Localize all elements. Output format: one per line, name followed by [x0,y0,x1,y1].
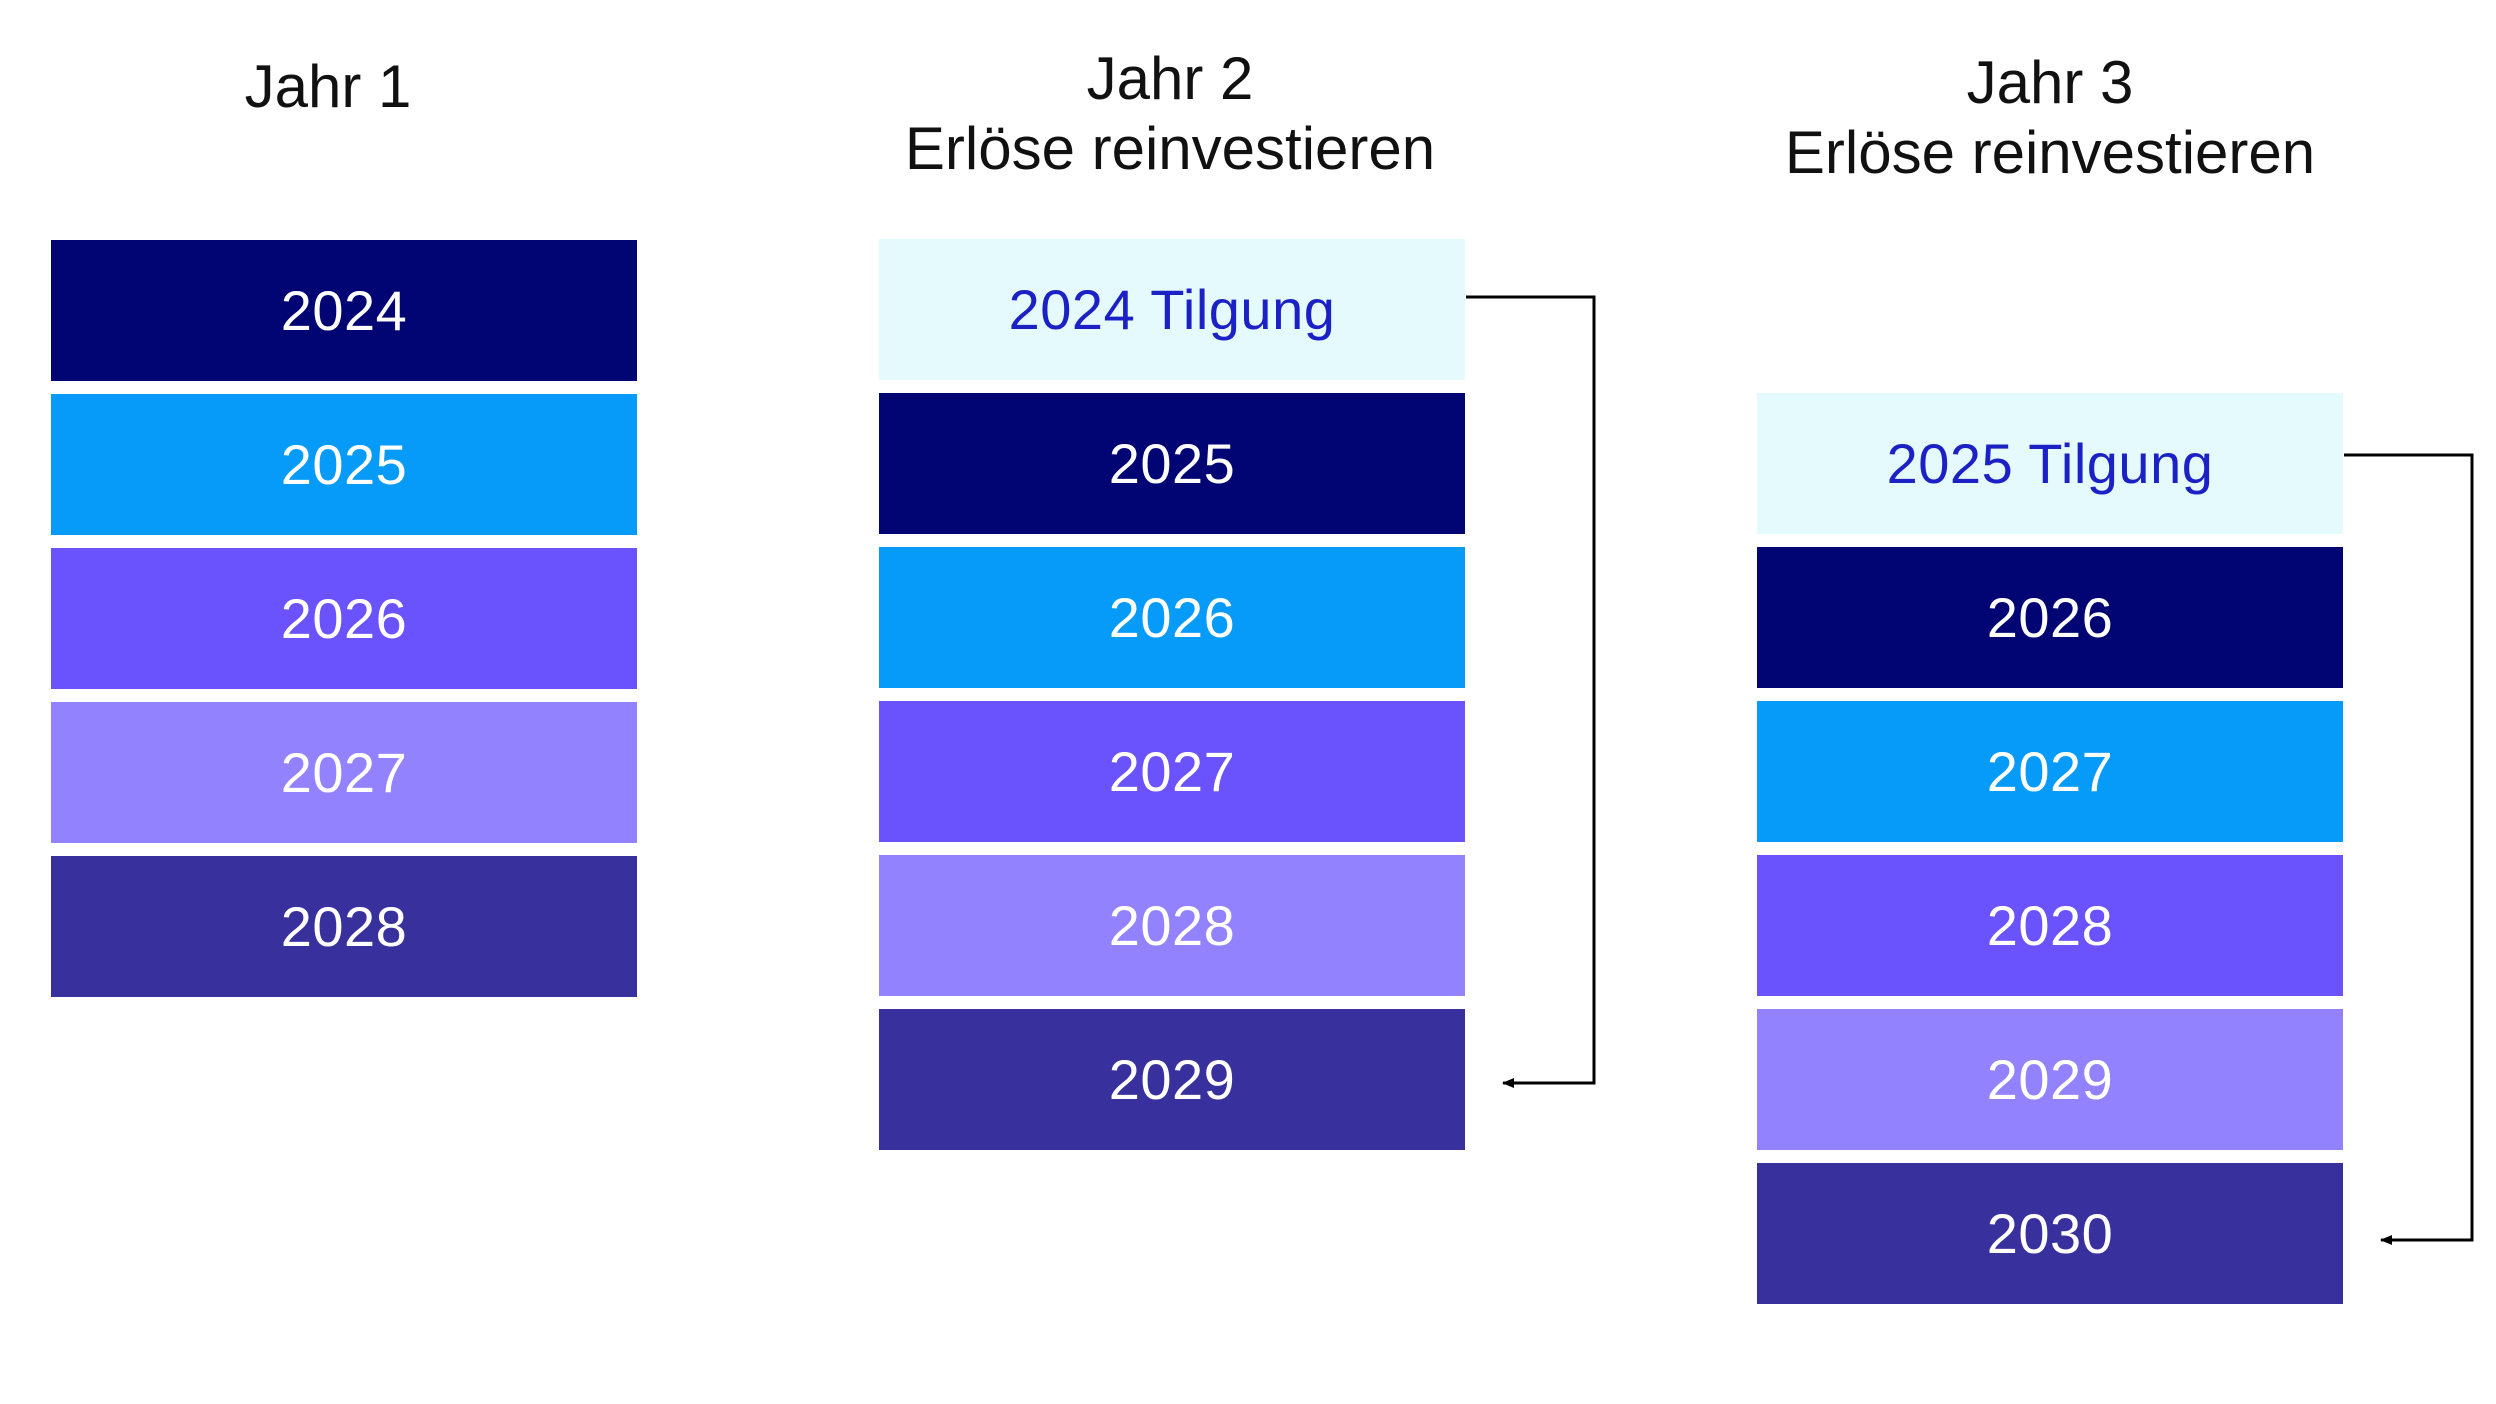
column-2-heading: Jahr 2 Erlöse reinvestieren [870,44,1470,184]
column-2-stack: 2024 Tilgung 2025 2026 2027 2028 2029 [879,239,1465,1163]
repayment-block: 2024 Tilgung [879,239,1465,380]
column-1-stack: 2024 2025 2026 2027 2028 [51,240,637,1010]
column-3-title: Jahr 3 [1966,49,2134,116]
reinvest-arrow-2 [2344,453,2474,1245]
bond-block: 2028 [1757,855,2343,996]
bond-block: 2027 [879,701,1465,842]
bond-block: 2029 [1757,1009,2343,1150]
column-3-heading: Jahr 3 Erlöse reinvestieren [1750,48,2350,188]
bond-block: 2028 [51,856,637,997]
bond-block: 2026 [51,548,637,689]
column-1-title: Jahr 1 [244,53,412,120]
repayment-block: 2025 Tilgung [1757,393,2343,534]
bond-block: 2028 [879,855,1465,996]
reinvest-arrow-1 [1466,295,1596,1088]
column-3-stack: 2025 Tilgung 2026 2027 2028 2029 2030 [1757,393,2343,1317]
column-2-title: Jahr 2 [1086,45,1254,112]
bond-block: 2026 [1757,547,2343,688]
column-2-subtitle: Erlöse reinvestieren [904,115,1436,182]
bond-block: 2030 [1757,1163,2343,1304]
bond-block: 2026 [879,547,1465,688]
column-3-subtitle: Erlöse reinvestieren [1784,119,2316,186]
bond-block: 2025 [51,394,637,535]
bond-block: 2024 [51,240,637,381]
bond-block: 2025 [879,393,1465,534]
bond-block: 2027 [51,702,637,843]
bond-block: 2029 [879,1009,1465,1150]
bond-block: 2027 [1757,701,2343,842]
column-1-heading: Jahr 1 [128,52,528,122]
